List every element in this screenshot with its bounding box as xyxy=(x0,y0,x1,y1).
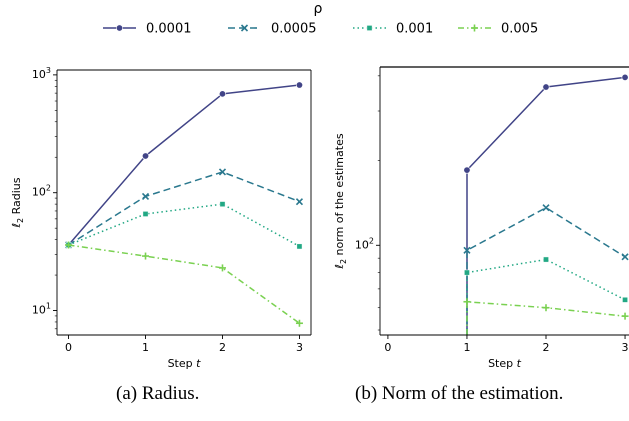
x-tick-label: 1 xyxy=(463,341,470,354)
series-0.001 xyxy=(65,201,303,250)
y-tick-label: 102 xyxy=(355,236,374,252)
x-tick-label: 3 xyxy=(296,341,303,354)
data-point xyxy=(542,83,550,91)
x-axis-label: Step t xyxy=(168,357,202,370)
legend-label: 0.0005 xyxy=(271,22,317,37)
x-tick-label: 2 xyxy=(543,341,550,354)
x-tick-label: 2 xyxy=(219,341,226,354)
series-line xyxy=(68,171,300,246)
data-point xyxy=(463,166,471,174)
data-point xyxy=(142,252,150,260)
legend-marker xyxy=(366,25,373,31)
data-point xyxy=(219,201,226,207)
data-point xyxy=(218,90,226,98)
data-point xyxy=(218,168,227,176)
x-axis-label: Step t xyxy=(488,357,522,370)
legend: ρ 0.0001 0.0005 0.001 0.005 xyxy=(103,1,538,37)
data-point xyxy=(542,304,550,312)
data-point xyxy=(463,246,471,254)
legend-item-0.0005: 0.0005 xyxy=(228,22,317,37)
series-line xyxy=(466,301,626,335)
y-axis-label: ℓ2 norm of the estimates xyxy=(333,133,348,269)
y-tick-label: 101 xyxy=(32,301,51,317)
legend-marker xyxy=(240,24,249,32)
x-tick-label: 3 xyxy=(622,341,629,354)
marker-stroke xyxy=(218,168,227,176)
y-axis-label: ℓ2 Radius xyxy=(10,177,25,228)
legend-label: 0.005 xyxy=(501,22,538,37)
series-line xyxy=(466,76,626,335)
legend-label: 0.0001 xyxy=(146,22,192,37)
panel-norm: 0 1 2 3 102 Step t ℓ2 norm of the estimates xyxy=(333,66,629,370)
x-tick-label: 1 xyxy=(142,341,149,354)
data-point xyxy=(622,296,628,303)
y-tick-label: 103 xyxy=(32,65,51,81)
legend-marker xyxy=(471,24,478,32)
marker-stroke xyxy=(463,246,471,254)
series-line xyxy=(466,258,626,335)
series-0.001 xyxy=(464,256,628,335)
data-point xyxy=(141,192,150,200)
series-line xyxy=(68,244,300,324)
series-0.005 xyxy=(65,241,303,327)
series-0.005 xyxy=(463,298,629,335)
series-0.0005 xyxy=(463,204,629,335)
data-point xyxy=(296,243,303,250)
legend-marker xyxy=(116,24,124,32)
marker-stroke xyxy=(542,204,550,212)
data-point xyxy=(295,198,304,206)
data-point xyxy=(65,241,73,249)
marker-stroke xyxy=(295,198,304,206)
data-point xyxy=(464,269,470,276)
marker-stroke xyxy=(141,192,150,200)
series-line xyxy=(67,84,300,246)
data-point xyxy=(463,298,471,306)
caption-radius: (a) Radius. xyxy=(116,383,200,404)
legend-item-0.001: 0.001 xyxy=(353,22,433,37)
data-point xyxy=(543,256,549,263)
caption-norm: (b) Norm of the estimation. xyxy=(355,383,564,404)
data-point xyxy=(295,319,303,327)
figure: ρ 0.0001 0.0005 0.001 0.005 0 1 2 3101102103St… xyxy=(10,1,629,370)
x-tick-label: 0 xyxy=(384,341,391,354)
marker-stroke xyxy=(621,253,629,261)
data-point xyxy=(621,253,629,261)
data-point xyxy=(218,264,226,272)
x-tick-label: 0 xyxy=(65,341,72,354)
data-point xyxy=(295,81,303,89)
legend-title: ρ xyxy=(314,1,323,17)
series-0.0001 xyxy=(463,73,629,335)
panel-radius: 0 1 2 3 101 102 103 Step t ℓ2 Radius xyxy=(10,65,312,370)
data-point xyxy=(542,204,550,212)
data-point xyxy=(621,312,629,320)
marker-stroke xyxy=(240,24,249,32)
legend-label: 0.001 xyxy=(396,22,433,37)
data-point xyxy=(142,211,149,217)
legend-item-0.0001: 0.0001 xyxy=(103,22,192,37)
legend-item-0.005: 0.005 xyxy=(458,22,538,37)
series-line xyxy=(68,203,300,248)
data-point xyxy=(142,152,150,160)
series-0.0001 xyxy=(65,81,303,249)
y-tick-label: 102 xyxy=(32,183,51,199)
data-point xyxy=(621,73,629,81)
series-line xyxy=(466,206,626,335)
